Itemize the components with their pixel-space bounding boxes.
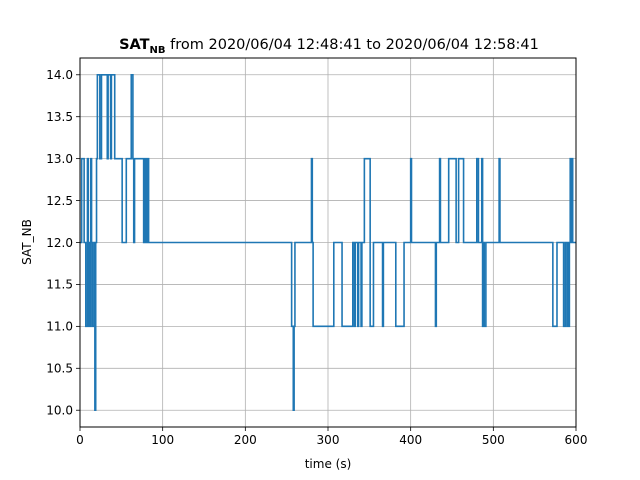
x-tick-label: 400 [399, 433, 422, 447]
y-tick-label: 13.0 [46, 152, 73, 166]
x-tick-label: 300 [317, 433, 340, 447]
plot-series [80, 73, 576, 412]
y-tick-label: 11.5 [46, 278, 73, 292]
y-axis-ticks: 10.0 10.5 11.0 11.5 12.0 12.5 13.0 13.5 14.0 [46, 68, 80, 418]
y-tick-label: 11.0 [46, 320, 73, 334]
title-bold-subscript: NB [150, 45, 166, 56]
x-tick-label: 500 [482, 433, 505, 447]
y-tick-label: 10.0 [46, 404, 73, 418]
x-tick-label: 100 [151, 433, 174, 447]
chart-title: SATNB from 2020/06/04 12:48:41 to 2020/0… [119, 37, 539, 56]
y-axis-label: SAT_NB [20, 219, 34, 265]
title-bold-main: SAT [119, 37, 150, 53]
x-tick-label: 600 [565, 433, 588, 447]
y-tick-label: 10.5 [46, 362, 73, 376]
y-tick-label: 14.0 [46, 68, 73, 82]
series-line [80, 73, 576, 412]
x-tick-label: 0 [76, 433, 84, 447]
x-tick-label: 200 [234, 433, 257, 447]
y-tick-label: 12.0 [46, 236, 73, 250]
y-tick-label: 13.5 [46, 110, 73, 124]
x-axis-ticks: 0 100 200 300 400 500 600 [76, 427, 587, 447]
x-axis-label: time (s) [305, 457, 352, 471]
y-tick-label: 12.5 [46, 194, 73, 208]
title-rest: from 2020/06/04 12:48:41 to 2020/06/04 1… [166, 37, 539, 53]
